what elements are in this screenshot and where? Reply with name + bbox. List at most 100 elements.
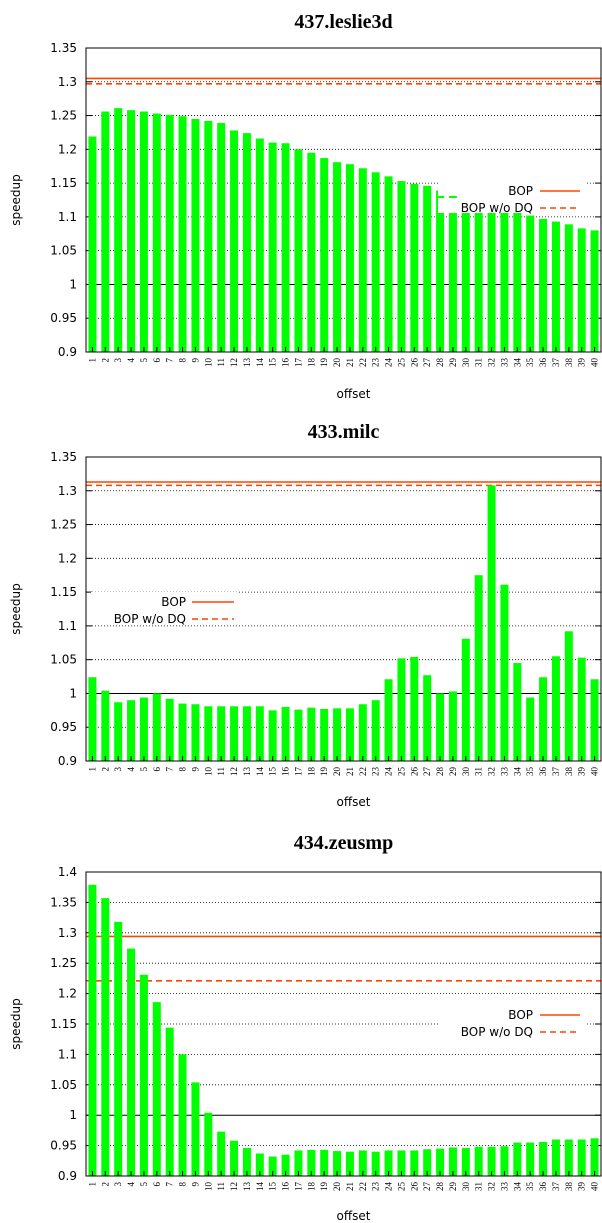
- y-tick-label: 0.95: [50, 311, 77, 325]
- x-tick-label: 17: [293, 358, 303, 368]
- bar-offset-11: [217, 706, 226, 761]
- x-tick-label: 27: [422, 1182, 432, 1192]
- x-tick-label: 16: [281, 1182, 291, 1192]
- y-tick-label: 1.15: [50, 585, 77, 599]
- y-tick-label: 1.25: [50, 956, 77, 970]
- x-tick-label: 18: [306, 767, 316, 777]
- y-axis-label: speedup: [9, 174, 23, 225]
- y-tick-label: 0.95: [50, 1139, 77, 1153]
- x-tick-label: 16: [281, 767, 291, 777]
- y-tick-label: 1.35: [50, 41, 77, 55]
- bar-offset-19: [320, 158, 329, 352]
- x-tick-label: 8: [178, 1182, 188, 1187]
- y-tick-label: 1: [69, 686, 77, 700]
- bar-offset-7: [165, 1027, 174, 1176]
- bar-offset-14: [255, 1153, 264, 1176]
- bar-offset-28: [436, 1148, 445, 1176]
- y-tick-label: 1.3: [58, 484, 77, 498]
- x-tick-label: 33: [499, 767, 509, 777]
- bar-offset-21: [345, 708, 354, 761]
- x-tick-label: 38: [564, 1182, 574, 1192]
- x-axis-label: offset: [337, 1209, 371, 1223]
- bar-offset-33: [500, 584, 509, 761]
- y-tick-label: 1.2: [58, 987, 77, 1001]
- bar-offset-25: [397, 658, 406, 761]
- x-tick-label: 24: [384, 1182, 394, 1192]
- bar-offset-2: [101, 690, 110, 761]
- x-tick-label: 2: [100, 358, 110, 363]
- y-tick-label: 1.1: [58, 210, 77, 224]
- bar-offset-18: [307, 152, 316, 352]
- y-tick-label: 1.25: [50, 109, 77, 123]
- bar-offset-30: [461, 1148, 470, 1176]
- x-tick-label: 12: [229, 1182, 239, 1191]
- bar-offset-15: [268, 710, 277, 761]
- y-tick-label: 0.9: [58, 345, 77, 359]
- y-tick-label: 1.2: [58, 551, 77, 565]
- x-tick-label: 39: [577, 1182, 587, 1192]
- x-tick-label: 27: [422, 358, 432, 368]
- bar-offset-18: [307, 1149, 316, 1176]
- bar-offset-4: [127, 110, 136, 352]
- y-axis-label: speedup: [9, 998, 23, 1049]
- bar-offset-11: [217, 1131, 226, 1176]
- x-tick-label: 28: [435, 767, 445, 777]
- legend-label: BOP: [508, 1008, 533, 1022]
- x-tick-label: 21: [345, 767, 355, 776]
- bar-offset-30: [461, 638, 470, 761]
- x-tick-label: 1: [87, 767, 97, 772]
- bar-offset-26: [410, 1150, 419, 1176]
- bar-offset-36: [539, 1141, 548, 1176]
- legend-label: BOP w/o DQ: [461, 201, 533, 215]
- legend-label: BOP w/o DQ: [114, 612, 186, 626]
- bar-offset-21: [345, 1151, 354, 1176]
- x-tick-label: 36: [538, 358, 548, 368]
- x-tick-label: 30: [461, 1182, 471, 1192]
- y-tick-label: 1.35: [50, 895, 77, 909]
- bar-offset-18: [307, 707, 316, 761]
- bar-offset-31: [474, 201, 483, 352]
- y-tick-label: 1.05: [50, 653, 77, 667]
- x-tick-label: 3: [113, 1182, 123, 1187]
- bar-offset-13: [242, 1148, 251, 1176]
- bar-offset-2: [101, 898, 110, 1176]
- x-tick-label: 23: [371, 1182, 381, 1192]
- bar-offset-31: [474, 575, 483, 761]
- bar-offset-27: [423, 185, 432, 352]
- x-tick-label: 37: [551, 1182, 561, 1192]
- x-tick-label: 29: [448, 767, 458, 777]
- x-tick-label: 23: [371, 767, 381, 777]
- bar-offset-19: [320, 1149, 329, 1176]
- bar-offset-6: [152, 693, 161, 761]
- x-tick-label: 38: [564, 358, 574, 368]
- bar-offset-8: [178, 1054, 187, 1176]
- chart-panel-2: 433.milc speedup offset 0.9 0.95 1 1.05 1.1 1.15…: [9, 421, 602, 809]
- bar-offset-1: [88, 884, 97, 1176]
- bar-offset-3: [114, 702, 123, 761]
- bar-offset-32: [487, 485, 496, 761]
- bar-offset-17: [294, 709, 303, 761]
- x-tick-label: 20: [332, 767, 342, 777]
- x-tick-label: 30: [461, 358, 471, 368]
- x-tick-label: 29: [448, 1182, 458, 1192]
- x-tick-label: 25: [396, 1182, 406, 1192]
- x-tick-label: 19: [319, 1182, 329, 1192]
- bar-offset-21: [345, 164, 354, 352]
- bar-offset-8: [178, 116, 187, 352]
- x-tick-label: 40: [590, 767, 600, 777]
- y-tick-label: 1: [69, 1108, 77, 1122]
- bar-offset-24: [384, 176, 393, 352]
- x-tick-label: 22: [358, 1182, 368, 1191]
- x-tick-label: 29: [448, 358, 458, 368]
- chart-title: 433.milc: [308, 421, 380, 443]
- x-tick-label: 37: [551, 767, 561, 777]
- x-tick-label: 1: [87, 358, 97, 363]
- x-tick-label: 13: [242, 1182, 252, 1192]
- bar-offset-28: [436, 190, 445, 352]
- bar-offset-31: [474, 1146, 483, 1176]
- x-tick-label: 11: [216, 767, 226, 776]
- bar-offset-37: [551, 221, 560, 352]
- x-tick-label: 35: [525, 767, 535, 777]
- x-tick-label: 36: [538, 1182, 548, 1192]
- legend-entry-bg: [91, 609, 239, 624]
